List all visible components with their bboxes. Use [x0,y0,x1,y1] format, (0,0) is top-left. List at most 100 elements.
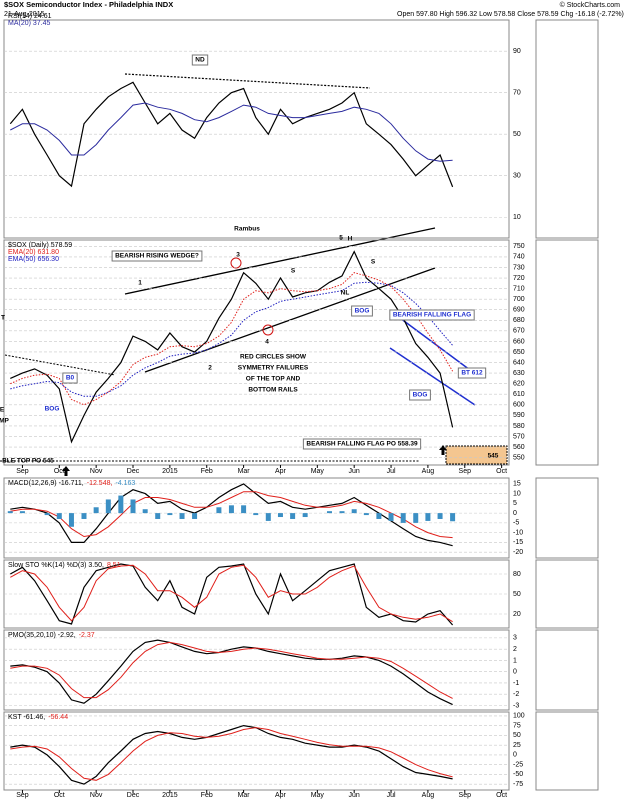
header-title: $SOX Semiconductor Index - Philadelphia … [4,0,173,9]
histogram-bar [142,509,148,514]
histogram-bar [179,513,185,519]
y-tick-label: 75 [513,722,521,729]
y-tick-label: 25 [513,742,521,749]
legend-entry: MACD(12,26,9) -16.711, [8,480,84,487]
y-tick-label: 690 [513,307,525,314]
series-line [10,724,453,785]
annotation: BEARISH FALLING FLAG [393,312,471,319]
histogram-bar [388,513,394,521]
x-tick-label: Aug [422,792,435,799]
y-tick-label: 70 [513,90,521,97]
y-tick-label: 0 [513,752,517,759]
histogram-bar [326,511,332,514]
y-tick-label: 580 [513,423,525,430]
histogram-bar [241,505,247,514]
x-tick-label: Sep [459,792,472,799]
annotation: S [291,268,296,275]
wedge-rail [124,227,436,295]
histogram-bar [376,513,382,519]
y-tick-label: 680 [513,317,525,324]
histogram-bar [192,513,198,519]
annotation: H [348,236,353,243]
legend-entry: $SOX (Daily) 578.59 [8,242,72,249]
x-tick-label: Dec [127,468,140,475]
annotation: 545 [488,453,499,460]
y-tick-label: 650 [513,349,525,356]
y-tick-label: 570 [513,433,525,440]
inset-frame [535,559,599,629]
series-line [10,563,454,626]
y-tick-label: 640 [513,359,525,366]
y-tick-label: -5 [513,520,519,527]
annotation: OF THE TOP AND [246,376,301,383]
histogram-bar [277,513,283,518]
y-tick-label: 590 [513,412,525,419]
y-tick-label: -15 [513,539,523,546]
annotation-box [191,54,209,66]
x-tick-label: 2015 [162,792,178,799]
y-tick-label: 660 [513,338,525,345]
legend-entry: EMA(20) 631.80 [8,249,59,256]
annotation-box [457,367,487,379]
y-tick-label: 740 [513,254,525,261]
histogram-bar [450,513,456,522]
x-tick-label: May [311,792,325,799]
x-tick-label: Jul [387,792,396,799]
series-line [10,102,453,162]
series-line [10,250,454,444]
annotation: SYMMETRY FAILURES [238,365,309,372]
histogram-bar [290,513,296,519]
annotation-box [389,309,475,321]
annotation: 2 [208,365,212,372]
y-tick-label: -50 [513,771,523,778]
histogram-bar [413,513,419,523]
y-tick-label: 610 [513,391,525,398]
x-tick-label: Jun [349,792,360,799]
series-line [10,281,453,397]
y-tick-label: 15 [513,481,521,488]
annotation: BOG [413,392,428,399]
inset-frame [535,477,599,559]
histogram-bar [339,511,345,514]
annotation: NL [341,290,350,297]
inset-frame [535,629,599,711]
inset-frame [535,239,599,466]
legend-entry: MA(20) 37.45 [8,20,51,27]
annotation-box [302,438,422,450]
y-tick-label: 710 [513,285,525,292]
annotation: BLE TOP PO 545 [2,458,54,465]
y-tick-label: -10 [513,529,523,536]
y-tick-label: 90 [513,48,521,55]
annotation-box [409,389,431,401]
x-tick-label: Sep [16,468,29,475]
annotation: 5 [339,235,343,242]
y-tick-label: -25 [513,761,523,768]
x-tick-label: Oct [54,792,65,799]
annotation: ND [195,57,205,64]
annotation: E [0,407,5,414]
annotation-box [111,250,203,262]
inset-frames [535,19,599,791]
histogram-bar [265,513,271,521]
trend-line [124,73,371,89]
annotation: RED CIRCLES SHOW [240,354,307,361]
legend-entry: -56.44 [48,714,68,721]
histogram-bar [81,513,87,519]
annotation: BEARISH RISING WEDGE? [115,253,199,260]
panel-frame [3,629,510,711]
y-tick-label: 50 [513,131,521,138]
y-tick-label: 50 [513,732,521,739]
y-tick-label: 30 [513,173,521,180]
header-quote: Open 597.80 High 596.32 Low 578.58 Close… [397,11,624,18]
annotation: BOG [45,406,60,413]
x-tick-label: May [311,468,325,475]
histogram-bar [44,513,50,516]
y-tick-label: 0 [513,510,517,517]
histogram-bar [363,513,369,516]
x-tick-label: Mar [238,792,251,799]
legend-entry: Slow STO %K(14) %D(3) 3.50, [8,562,104,569]
annotation-box [62,372,78,384]
x-tick-label: Oct [496,792,507,799]
histogram-bar [216,507,222,514]
histogram-bar [118,495,124,514]
